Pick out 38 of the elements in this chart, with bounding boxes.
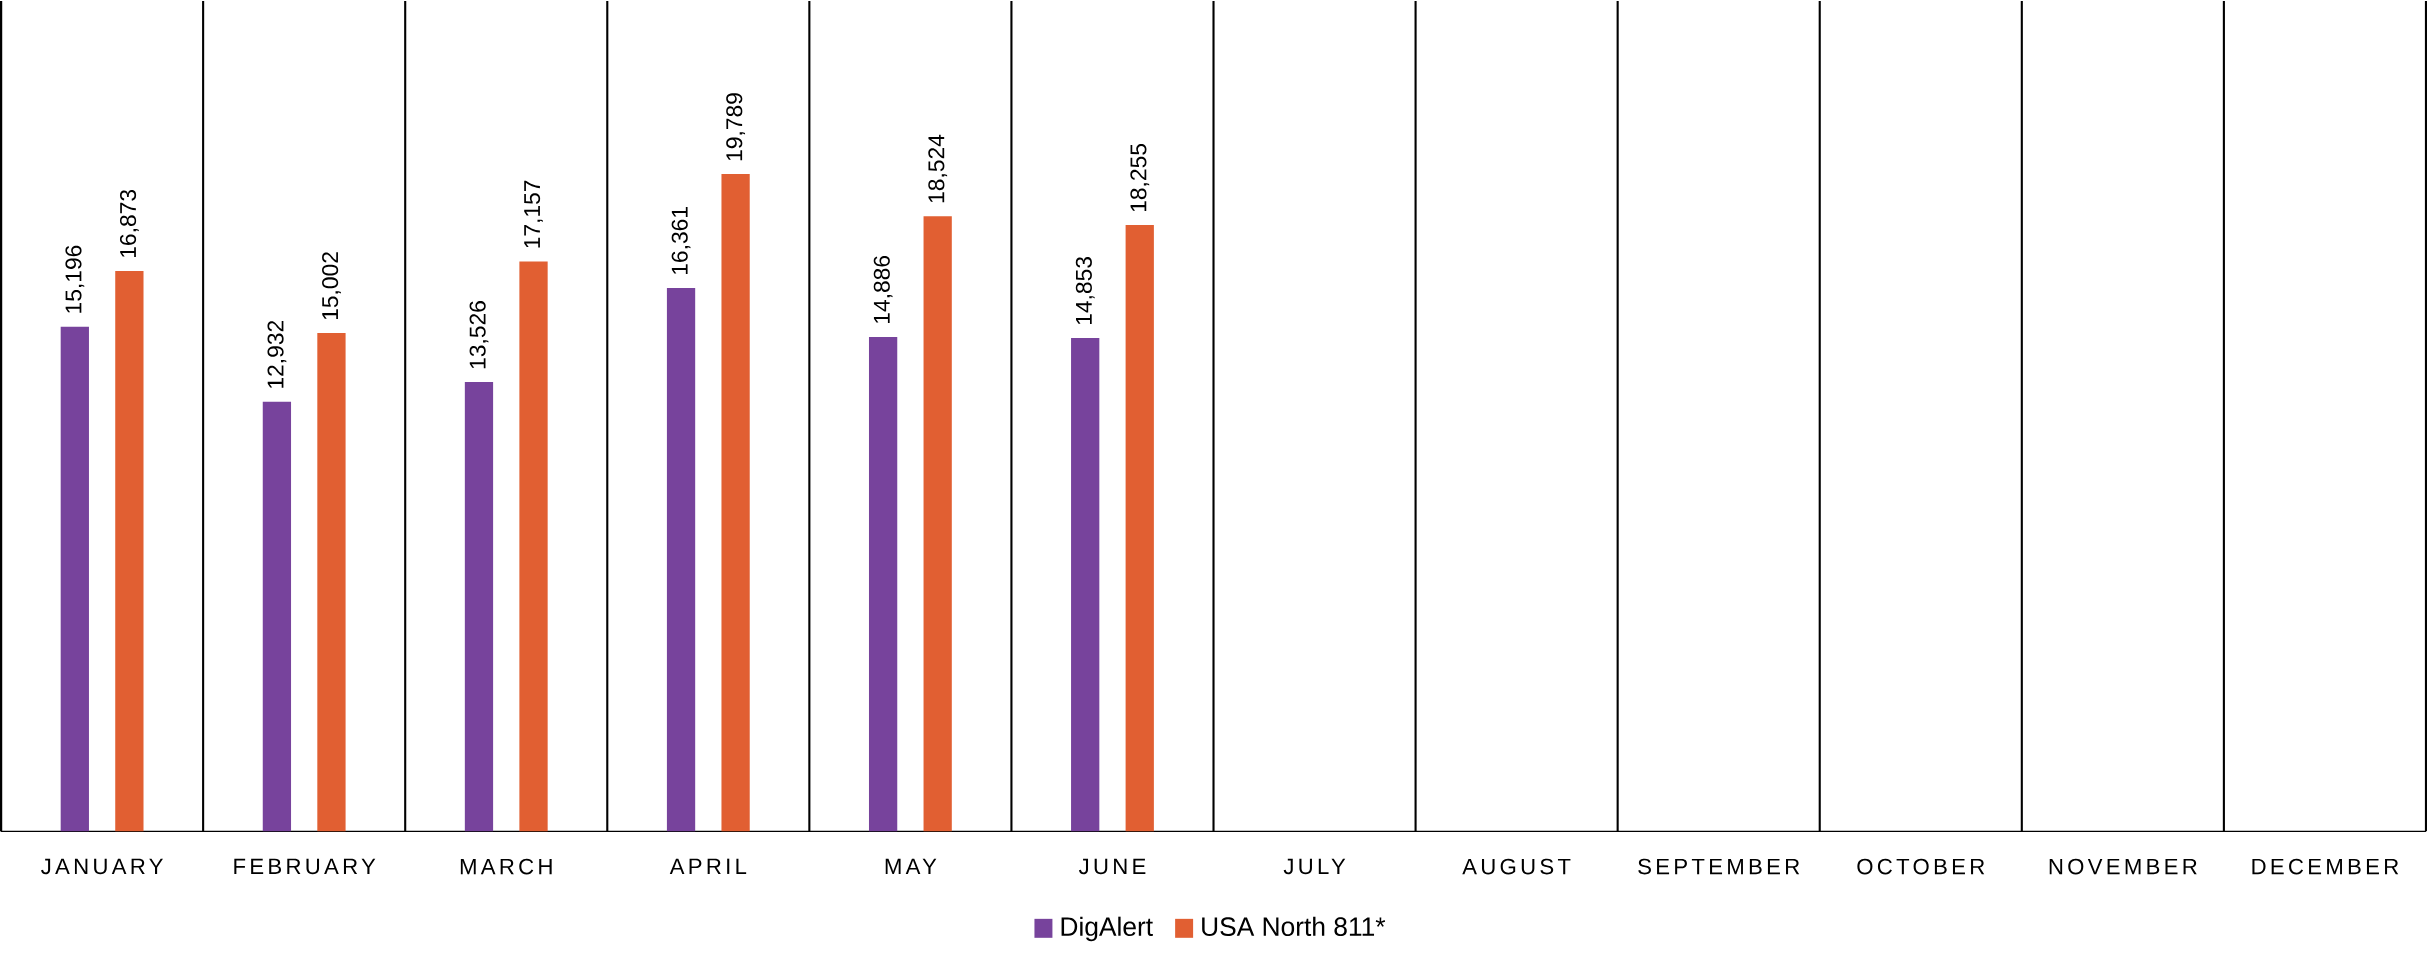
- bar: [923, 216, 952, 832]
- data-label: 16,873: [119, 189, 139, 257]
- data-label: 19,789: [726, 93, 746, 161]
- data-label: 18,255: [1130, 144, 1150, 212]
- data-label: 16,361: [671, 207, 691, 274]
- x-tick-label: AUGUST: [1462, 858, 1571, 875]
- bar: [262, 401, 292, 832]
- legend-label: USA North 811*: [1202, 916, 1386, 936]
- bar: [464, 382, 494, 832]
- bar: [1071, 338, 1100, 832]
- legend-label: DigAlert: [1061, 916, 1153, 942]
- x-tick-label: JULY: [1283, 858, 1346, 875]
- data-label: 14,853: [1075, 257, 1095, 325]
- bar: [115, 270, 144, 832]
- bar: [60, 326, 89, 832]
- bar: [317, 333, 346, 832]
- data-label: 14,886: [873, 255, 893, 323]
- x-tick-label: OCTOBER: [1857, 858, 1985, 875]
- bar: [721, 174, 750, 832]
- data-label: 12,932: [267, 321, 287, 388]
- x-tick-label: APRIL: [669, 858, 747, 874]
- bar: [519, 261, 548, 832]
- x-tick-label: JANUARY: [41, 858, 163, 875]
- data-label: 13,526: [469, 301, 489, 369]
- x-tick-label: MARCH: [460, 858, 552, 875]
- x-tick-label: NOVEMBER: [2049, 858, 2197, 875]
- bar: [666, 287, 696, 832]
- x-tick-label: DECEMBER: [2252, 858, 2399, 875]
- x-tick-label: SEPTEMBER: [1638, 858, 1800, 875]
- x-tick-label: FEBRUARY: [234, 858, 376, 875]
- bar: [1125, 225, 1154, 832]
- data-label: 18,524: [928, 134, 948, 203]
- data-label: 15,196: [65, 245, 85, 313]
- bar: [868, 336, 898, 832]
- x-tick-label: JUNE: [1078, 858, 1146, 875]
- x-tick-label: MAY: [885, 858, 937, 874]
- data-label: 17,157: [524, 180, 543, 248]
- data-label: 15,002: [322, 252, 341, 320]
